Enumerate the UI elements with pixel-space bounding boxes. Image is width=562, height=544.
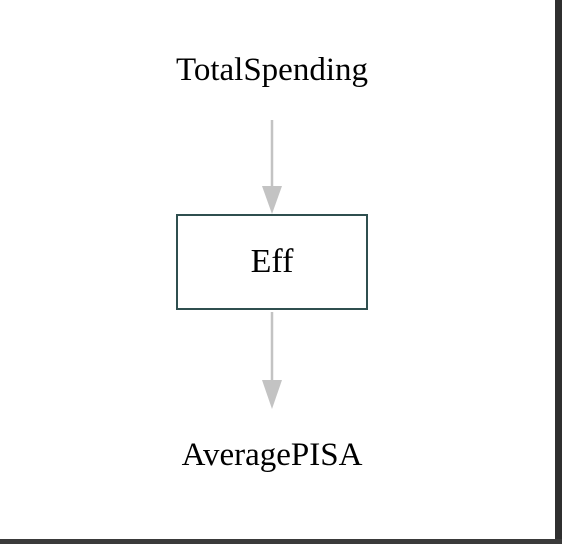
node-eff-box [176, 214, 368, 310]
node-averagepisa: AveragePISA [181, 437, 363, 473]
arrowhead-icon [262, 380, 282, 409]
node-eff: Eff [250, 243, 294, 280]
edge-totalspending-to-eff [262, 120, 282, 214]
diagram-canvas: TotalSpending Eff AveragePISA [0, 0, 555, 539]
window-edge-bottom [0, 539, 562, 544]
window-edge-right [555, 0, 562, 544]
diagram-edges [262, 120, 282, 409]
node-totalspending: TotalSpending [175, 52, 369, 88]
edge-eff-to-averagepisa [262, 312, 282, 409]
arrowhead-icon [262, 186, 282, 214]
